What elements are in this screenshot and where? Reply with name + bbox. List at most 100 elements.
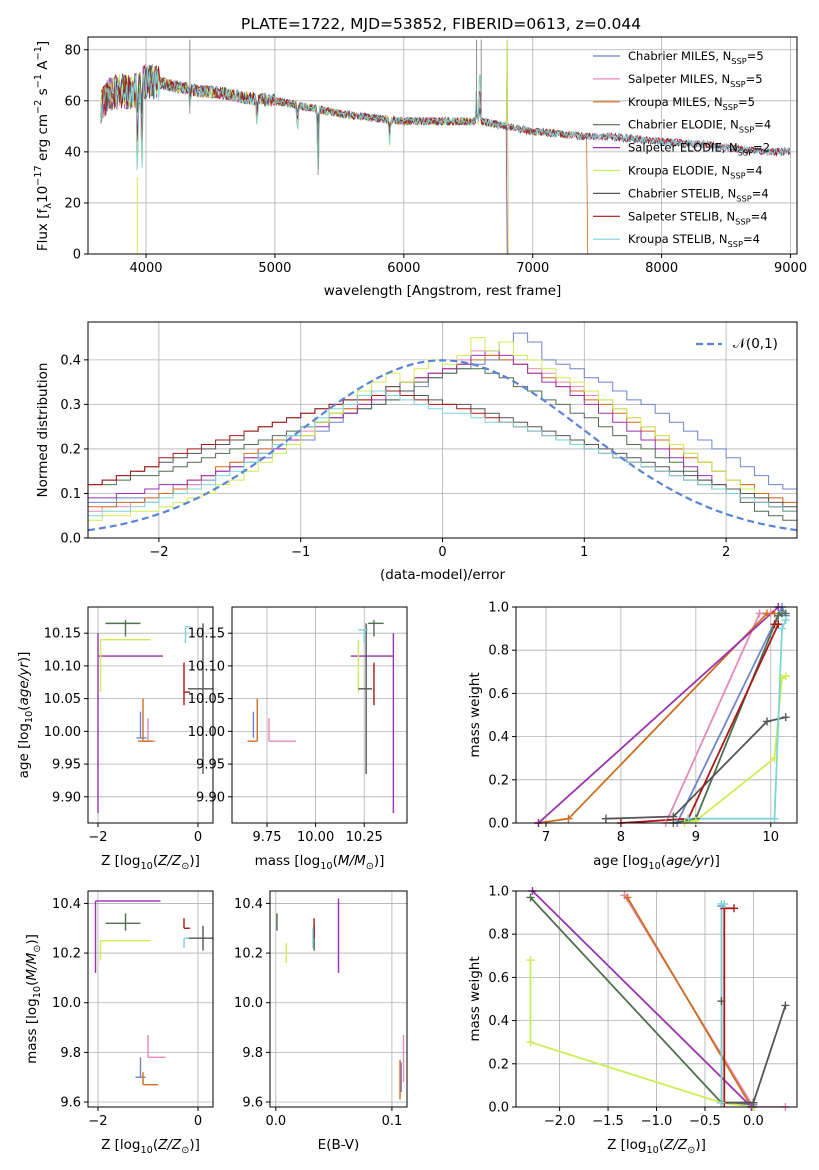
y-tick-label: 80 <box>64 43 81 58</box>
x-tick-label: 0 <box>438 545 446 560</box>
x-tick-label: 9.75 <box>253 830 282 845</box>
label-part: −17 <box>33 165 44 186</box>
label-part: SSP <box>739 125 754 135</box>
y-tick-label: 0.3 <box>60 398 81 413</box>
label-part: )] <box>695 1137 706 1153</box>
y-tick-label: 0.4 <box>488 1014 509 1029</box>
x-tick-label: 9000 <box>774 261 807 276</box>
legend-label: Salpeter STELIB, NSSP=4 <box>628 209 768 226</box>
label-part: )] <box>709 853 720 869</box>
x-tick-label: 8 <box>617 830 625 845</box>
label-part: 10 <box>32 986 43 998</box>
label-part: −1 <box>33 74 44 88</box>
mass_vs_Z-grid <box>88 891 213 1107</box>
x-tick-label: 6000 <box>387 261 420 276</box>
y-tick-label: 0.2 <box>60 442 81 457</box>
x-tick-label: −2.0 <box>544 1114 576 1129</box>
x-tick-label: 10.00 <box>297 830 334 845</box>
label-part: 10 <box>648 861 660 872</box>
histogram-steps <box>88 337 797 521</box>
label-part: age/yr <box>666 853 711 869</box>
y-tick-label: 9.90 <box>52 790 81 805</box>
label-part: A <box>35 60 51 74</box>
label-part: ( <box>333 853 338 869</box>
label-part: Salpeter MILES, N <box>628 72 730 86</box>
label-part: ⊙ <box>32 945 43 953</box>
label-part: SSP <box>736 193 751 203</box>
axes-frame <box>87 321 798 539</box>
x-tick-label: −1.0 <box>641 1114 673 1129</box>
x-tick-label: 8000 <box>645 261 678 276</box>
x-tick-label: −1.5 <box>592 1114 624 1129</box>
x-tick-label: 7 <box>542 830 550 845</box>
y-tick-label: 10.05 <box>44 692 81 707</box>
x-axis-label: Z [log10(Z/Z⊙)] <box>101 853 200 872</box>
mass_weight_vs_Z-grid <box>516 890 797 1108</box>
x-tick-label: −2 <box>88 1114 107 1129</box>
mass_weight_vs_Z-plot-area <box>529 891 787 1107</box>
weight-line <box>688 619 787 820</box>
y-tick-label: 0.8 <box>488 928 509 943</box>
weight-line <box>620 623 780 823</box>
x-tick-label: 0 <box>194 1114 202 1129</box>
weight-marker <box>564 814 573 823</box>
axes-frame <box>87 890 214 1108</box>
y-tick-label: 10.4 <box>52 897 81 912</box>
y-tick-label: 40 <box>64 145 81 160</box>
weight-marker <box>526 1038 535 1047</box>
legend-label: Salpeter MILES, NSSP=5 <box>628 72 763 89</box>
label-part: Z/Z <box>157 1137 182 1153</box>
age_vs_mass-grid <box>232 607 407 823</box>
residuals-panel: −2 −1 0 1 2 0.0 0.1 0.2 0.3 0.4 𝒩(0,1) (data-model)… <box>35 321 798 583</box>
x-tick-label: 0.1 <box>382 1114 403 1129</box>
label-part: ⊙ <box>687 1145 695 1156</box>
label-part: =5 <box>747 49 764 63</box>
label-part: ( <box>24 981 40 986</box>
y-tick-label: 0.2 <box>488 773 509 788</box>
x-axis-label: wavelength [Angstrom, rest frame] <box>324 283 562 299</box>
weight-marker <box>770 754 779 763</box>
label-part: Salpeter STELIB, N <box>628 209 735 223</box>
weight-marker <box>781 1001 790 1010</box>
label-part: Flux [f <box>35 208 51 252</box>
weight-marker <box>720 899 729 908</box>
label-part: )] <box>24 934 40 945</box>
label-part: =5 <box>738 95 755 109</box>
label-part: SSP <box>723 102 738 112</box>
label-part: erg cm <box>35 114 51 165</box>
label-part: ( <box>16 705 32 710</box>
y-axis-label: mass [log10(M/M⊙)] <box>24 934 43 1064</box>
label-part: SSP <box>730 79 745 89</box>
y-tick-label: 0.0 <box>60 532 81 547</box>
label-part: )] <box>16 652 32 663</box>
label-part: =4 <box>746 164 763 178</box>
label-part: )] <box>189 853 200 869</box>
y-axis-label: age [log10(age/yr)] <box>16 652 35 779</box>
weight-line <box>665 612 771 823</box>
axes-frame <box>87 36 798 255</box>
label-part: Z/Z <box>157 853 182 869</box>
mass_weight_vs_age-grid <box>516 606 797 824</box>
mass_weight_vs_age-plot-area <box>537 607 787 823</box>
residuals-grid <box>88 322 797 539</box>
y-tick-label: 10.2 <box>52 947 81 962</box>
label-part: =4 <box>752 186 769 200</box>
y-tick-label: 9.95 <box>52 758 81 773</box>
label-part: Chabrier MILES, N <box>628 49 731 63</box>
x-tick-label: 4000 <box>129 261 162 276</box>
label-part: =4 <box>743 232 760 246</box>
x-tick-label: −0.5 <box>689 1114 721 1129</box>
label-part: ( <box>661 853 666 869</box>
x-axis-label: Z [log10(Z/Z⊙)] <box>607 1137 706 1156</box>
age_vs_mass-plot-area <box>247 620 395 814</box>
y-axis-label: Normed distribution <box>35 363 51 498</box>
weight-marker <box>526 956 535 965</box>
label-part: Kroupa STELIB, N <box>628 232 728 246</box>
y-tick-label: 0.0 <box>488 817 509 832</box>
weight-line <box>720 906 754 1106</box>
label-part: Kroupa ELODIE, N <box>628 164 730 178</box>
legend-label: Chabrier ELODIE, NSSP=4 <box>628 118 771 135</box>
x-tick-label: 1 <box>580 545 588 560</box>
